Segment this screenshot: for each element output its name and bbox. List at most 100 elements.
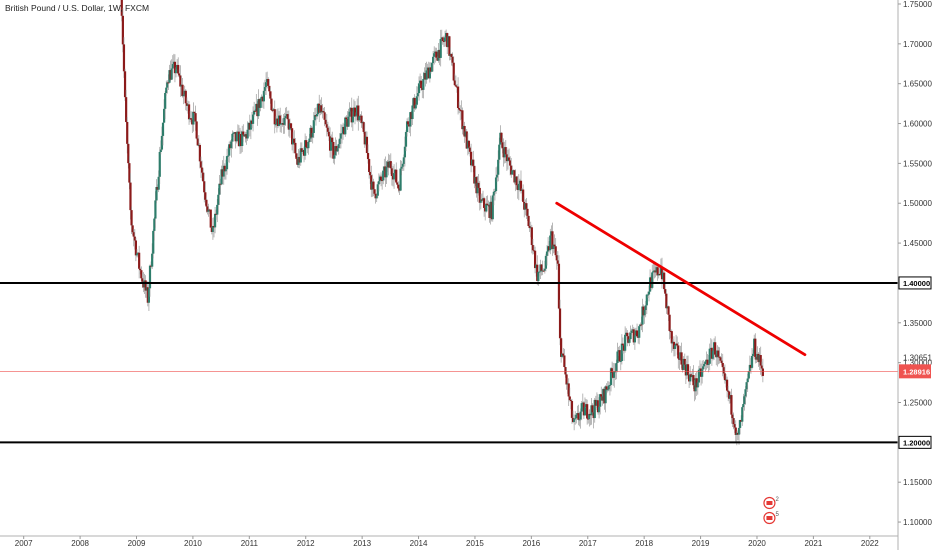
candle-body — [575, 414, 578, 419]
candle-body — [154, 200, 157, 219]
candle-body — [200, 167, 204, 173]
candle-body — [644, 305, 647, 311]
candle-body — [204, 192, 207, 200]
candle-body — [647, 291, 651, 295]
candle-body — [152, 230, 155, 254]
current-price-box — [899, 364, 931, 379]
x-tick-label: 2018 — [635, 539, 653, 548]
x-tick-label: 2020 — [748, 539, 766, 548]
candle-body — [563, 355, 566, 368]
candle-body — [402, 157, 405, 164]
candles-layer — [120, 0, 764, 446]
candle-body — [379, 176, 383, 181]
y-tick-label: 1.50000 — [903, 199, 932, 208]
candle-body — [545, 251, 549, 256]
candle-body — [422, 78, 425, 90]
candle-body — [510, 165, 513, 175]
overlay-layer: 25 — [555, 201, 807, 525]
candle-body — [737, 427, 741, 435]
candle-body — [230, 141, 233, 149]
candle-body — [347, 116, 350, 127]
candle-body — [270, 98, 273, 111]
candle-body — [274, 124, 277, 126]
candle-body — [443, 37, 447, 42]
candle-body — [557, 263, 561, 309]
candle-body — [630, 330, 633, 333]
candle-body — [195, 121, 198, 139]
candle-body — [323, 112, 326, 120]
level-price-label: 1.40000 — [903, 279, 930, 288]
candle-body — [300, 148, 303, 152]
candle-body — [452, 62, 455, 81]
y-tick-label: 1.60000 — [903, 120, 932, 129]
candle-body — [719, 357, 722, 361]
candle-body — [730, 395, 733, 415]
candle-body — [689, 374, 692, 382]
candle-body — [310, 127, 313, 138]
candle-body — [268, 85, 271, 92]
event-marker-icon[interactable]: 5 — [763, 511, 780, 525]
y-tick-label: 1.70000 — [903, 40, 932, 49]
candle-body — [336, 148, 339, 152]
candle-body — [732, 418, 735, 425]
candle-body — [283, 117, 286, 125]
x-tick-label: 2019 — [692, 539, 710, 548]
candle-body — [207, 209, 210, 212]
candle-body — [128, 163, 131, 183]
candle-body — [151, 253, 154, 267]
candle-body — [420, 80, 423, 89]
candle-body — [397, 184, 400, 189]
candle-body — [138, 252, 141, 269]
candle-body — [605, 386, 608, 390]
candle-body — [717, 350, 720, 357]
event-marker-icon[interactable]: 2 — [763, 496, 780, 510]
candle-body — [366, 153, 370, 160]
candle-body — [130, 210, 133, 226]
x-tick-label: 2017 — [579, 539, 597, 548]
candle-body — [163, 108, 166, 123]
candle-body — [638, 326, 641, 338]
candle-body — [491, 195, 494, 220]
candle-body — [551, 231, 554, 250]
candle-body — [626, 332, 629, 337]
candle-body — [253, 110, 256, 115]
candle-body — [218, 183, 221, 195]
candle-body — [652, 271, 655, 273]
candle-body — [171, 64, 174, 69]
candle-body — [235, 132, 238, 142]
candle-body — [568, 396, 571, 400]
candle-body — [326, 127, 329, 132]
candle-body — [284, 116, 287, 118]
candle-body — [381, 180, 384, 182]
candle-body — [656, 267, 659, 276]
candle-body — [744, 389, 747, 397]
candle-body — [651, 272, 654, 288]
candle-body — [120, 0, 123, 16]
candle-body — [711, 350, 715, 359]
candle-body — [578, 419, 581, 421]
candle-body — [165, 87, 168, 93]
candle-body — [322, 111, 325, 113]
candle-body — [708, 348, 711, 364]
candle-body — [392, 173, 396, 180]
level-price-label: 1.20000 — [903, 438, 930, 447]
y-tick-label: 1.30000 — [903, 359, 932, 368]
candle-body — [680, 352, 683, 365]
candle-body — [500, 132, 503, 143]
candle-body — [606, 389, 609, 391]
candle-body — [599, 394, 602, 407]
candle-body — [227, 155, 230, 157]
candle-body — [315, 114, 319, 117]
candle-body — [289, 123, 293, 129]
candle-body — [232, 132, 235, 134]
candle-body — [542, 270, 545, 272]
candle-body — [703, 363, 706, 367]
candle-body — [583, 407, 587, 416]
candle-body — [333, 155, 336, 159]
candle-body — [311, 132, 314, 138]
candle-body — [670, 331, 673, 344]
candle-body — [358, 116, 361, 121]
